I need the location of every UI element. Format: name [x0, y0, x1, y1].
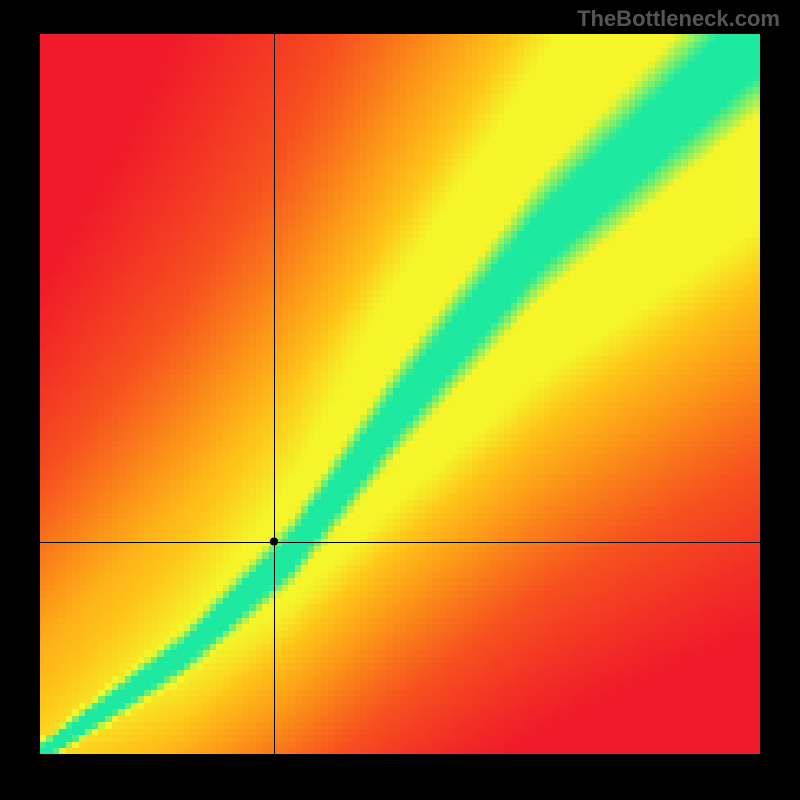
watermark-text: TheBottleneck.com — [577, 6, 780, 32]
chart-container: TheBottleneck.com — [0, 0, 800, 800]
heatmap-plot-area — [40, 34, 760, 754]
bottleneck-heatmap — [40, 34, 760, 754]
